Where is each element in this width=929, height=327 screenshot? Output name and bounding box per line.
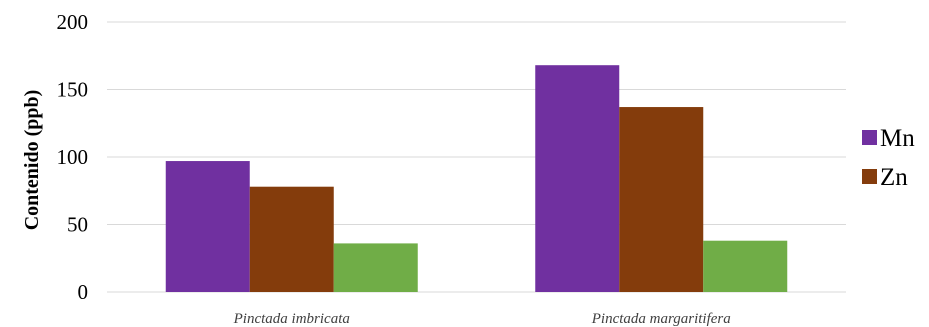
bar-series-3-2 xyxy=(703,240,788,292)
legend-label-mn: Mn xyxy=(880,125,915,152)
y-tick-label: 100 xyxy=(57,145,89,169)
bar-mn-2 xyxy=(535,65,620,292)
bar-zn-1 xyxy=(249,186,334,292)
bar-series-3-1 xyxy=(333,243,418,292)
bar-mn-1 xyxy=(165,161,250,292)
y-tick-label: 200 xyxy=(57,10,89,34)
bars xyxy=(165,65,788,292)
y-tick-label: 150 xyxy=(57,78,89,102)
y-axis-title: Contenido (ppb) xyxy=(21,90,43,231)
legend: Mn Zn xyxy=(862,125,915,191)
legend-swatch-mn xyxy=(862,130,877,145)
x-axis-categories: Pinctada imbricata Pinctada margaritifera xyxy=(233,311,731,327)
x-category-label: Pinctada imbricata xyxy=(233,311,350,327)
y-tick-label: 50 xyxy=(67,213,88,237)
legend-label-zn: Zn xyxy=(880,164,908,191)
bar-zn-2 xyxy=(619,107,704,292)
y-tick-label: 0 xyxy=(78,280,89,304)
y-axis-ticks: 0 50 100 150 200 xyxy=(57,10,89,304)
legend-swatch-zn xyxy=(862,169,877,184)
x-category-label: Pinctada margaritifera xyxy=(591,311,731,327)
